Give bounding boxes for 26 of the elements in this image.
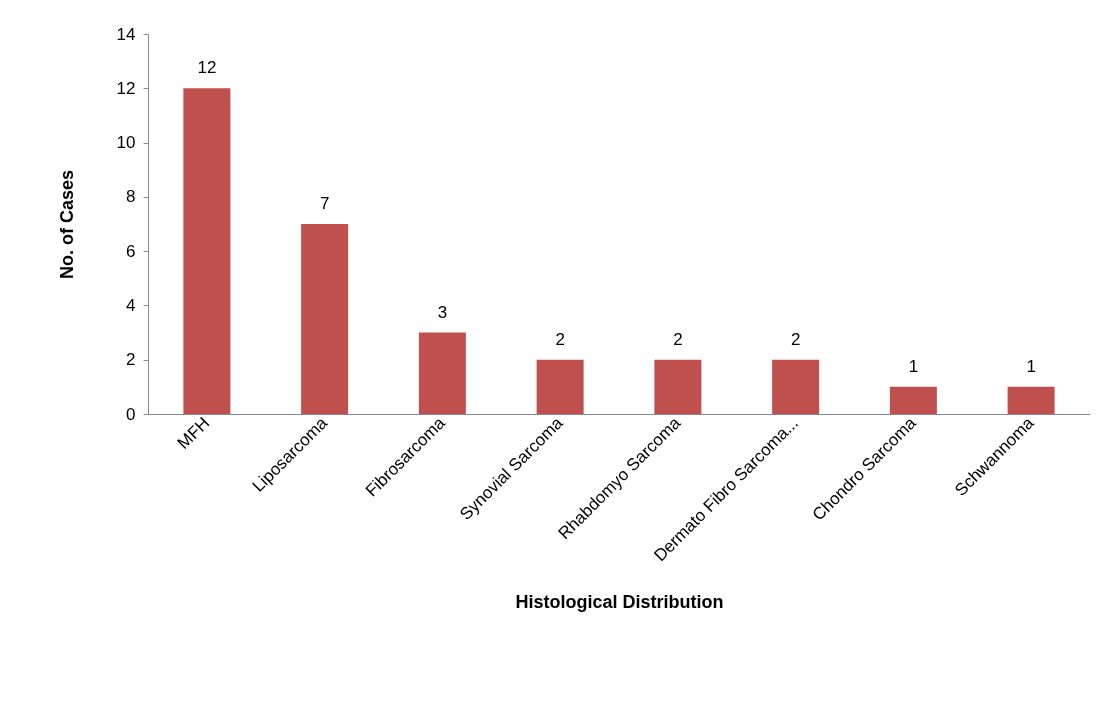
bar [536, 359, 584, 414]
y-tick-label: 2 [126, 350, 136, 370]
y-axis-title: No. of Cases [56, 169, 77, 280]
bar [772, 359, 820, 414]
bar [418, 332, 466, 414]
bar [183, 88, 231, 414]
y-tick-label: 8 [126, 187, 136, 207]
data-label: 2 [790, 329, 801, 349]
data-label: 2 [673, 329, 683, 349]
y-tick-label: 14 [116, 24, 136, 44]
data-label: 7 [319, 194, 330, 213]
x-axis-title: Histological Distribution [515, 592, 724, 613]
data-label: 12 [197, 58, 217, 78]
bar [1007, 386, 1055, 414]
y-tick-label: 12 [116, 78, 136, 98]
bar [654, 359, 702, 414]
bar [301, 224, 349, 414]
y-tick-label: 0 [126, 404, 136, 424]
data-label: 1 [1026, 356, 1036, 376]
data-label: 3 [437, 302, 448, 322]
bar [889, 386, 937, 414]
y-tick-label: 6 [126, 241, 136, 261]
data-label: 1 [908, 356, 919, 376]
data-label: 2 [555, 329, 565, 349]
y-tick-label: 10 [116, 133, 136, 153]
y-tick-label: 4 [126, 295, 136, 315]
